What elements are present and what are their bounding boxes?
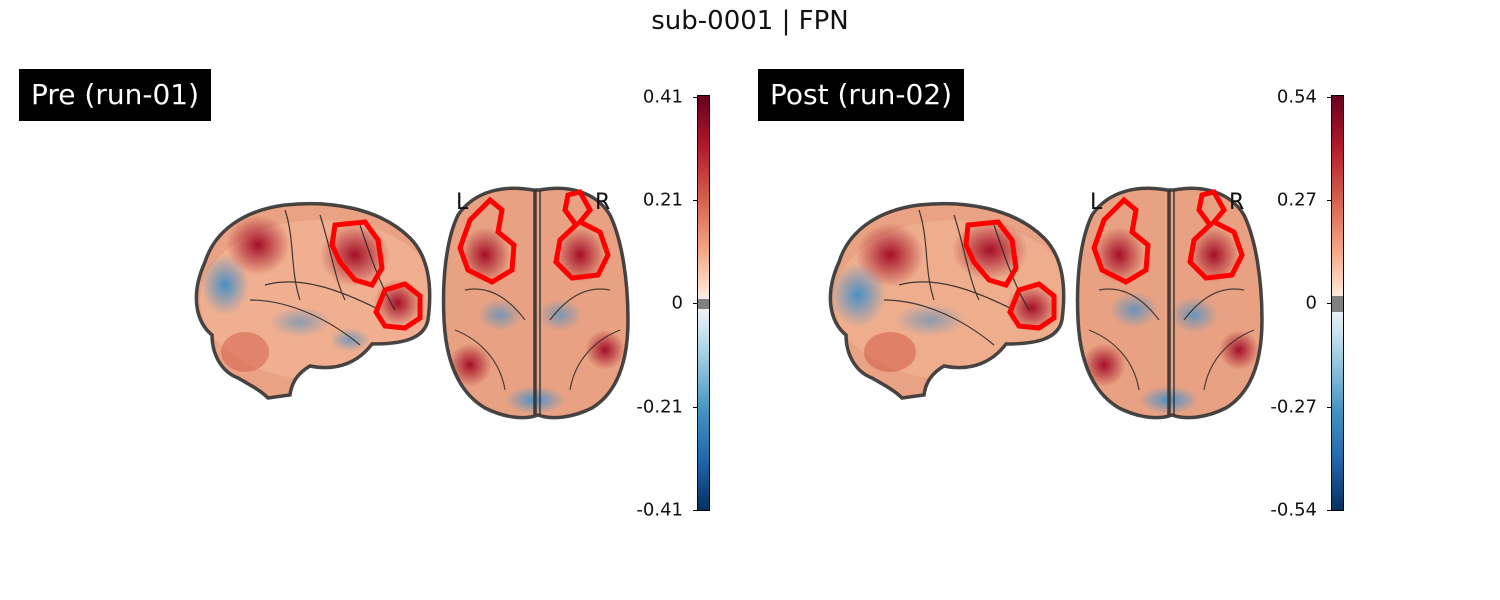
- colorbar-threshold-band: [1332, 296, 1343, 312]
- sagittal-view-post: [830, 203, 1064, 398]
- roi-contour: [1187, 189, 1245, 281]
- roi-contour: [1007, 281, 1057, 331]
- panel-pre: Pre (run-01): [0, 0, 740, 600]
- colorbar-post: [1331, 95, 1344, 511]
- roi-contour: [963, 219, 1019, 288]
- colorbar-pre: [697, 95, 710, 511]
- panel-post: Post (run-02): [740, 0, 1480, 600]
- colorbar-threshold-band: [698, 299, 709, 309]
- colorbar-tick: 0.21: [642, 189, 683, 211]
- colorbar-tick: 0.27: [1276, 189, 1317, 211]
- roi-contour: [373, 281, 423, 331]
- orientation-right-label: R: [595, 190, 611, 215]
- colorbar-tick: 0: [1305, 292, 1317, 314]
- brain-views-post: [828, 186, 1264, 420]
- colorbar-tick: -0.21: [636, 396, 683, 418]
- roi-contour: [553, 189, 611, 281]
- brain-views-pre: [194, 186, 630, 420]
- roi-contour: [1091, 196, 1151, 285]
- colorbar-tick: -0.41: [636, 499, 683, 521]
- orientation-right-label: R: [1229, 190, 1245, 215]
- colorbar-tick: 0.41: [642, 86, 683, 108]
- sagittal-view-pre: [196, 203, 430, 398]
- roi-contour: [329, 219, 385, 288]
- roi-contour: [457, 196, 517, 285]
- orientation-left-label: L: [1090, 190, 1103, 215]
- colorbar-tick: 0: [671, 292, 683, 314]
- colorbar-tick: -0.54: [1270, 499, 1317, 521]
- figure-title: sub-0001 | FPN: [651, 6, 849, 36]
- panel-label-pre: Pre (run-01): [19, 69, 211, 121]
- colorbar-tick: 0.54: [1276, 86, 1317, 108]
- colorbar-tick: -0.27: [1270, 396, 1317, 418]
- panel-label-post: Post (run-02): [758, 69, 965, 121]
- orientation-left-label: L: [456, 190, 469, 215]
